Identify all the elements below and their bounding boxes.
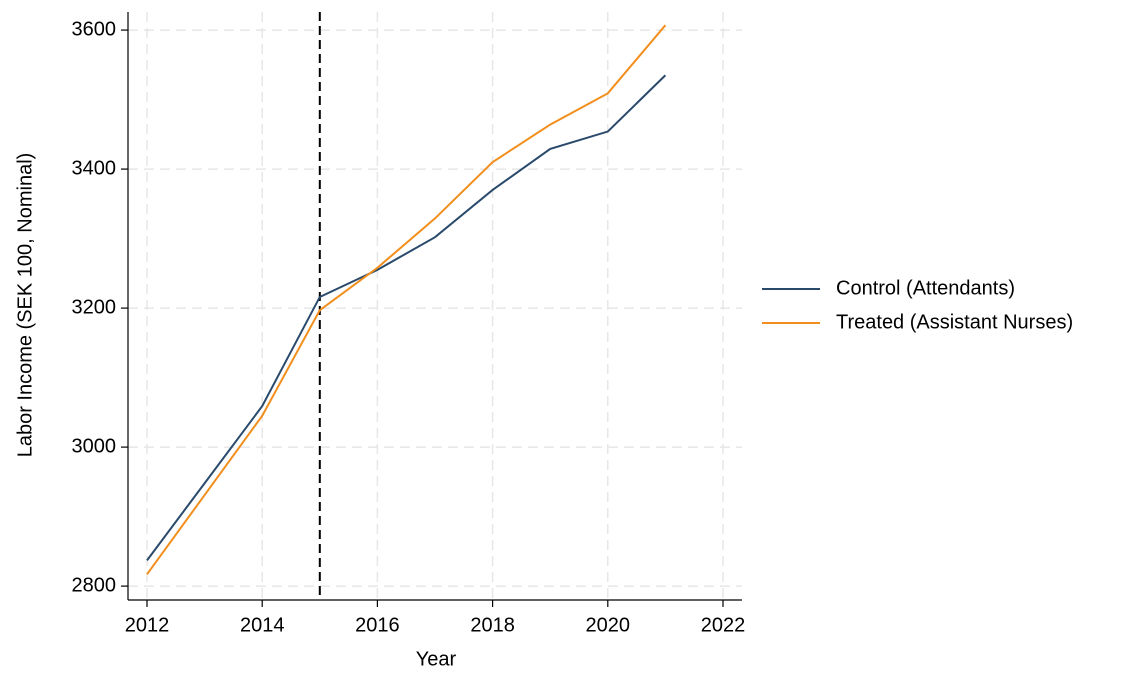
legend-label: Control (Attendants): [836, 277, 1015, 299]
y-tick-label: 3200: [72, 296, 117, 318]
y-tick-label: 3600: [72, 18, 117, 40]
x-tick-label: 2018: [470, 614, 515, 636]
y-tick-label: 3000: [72, 435, 117, 457]
y-tick-label: 2800: [72, 574, 117, 596]
x-axis-label: Year: [416, 648, 457, 670]
legend-label: Treated (Assistant Nurses): [836, 311, 1073, 333]
x-tick-label: 2022: [701, 614, 746, 636]
line-series: [146, 74, 667, 561]
y-axis-label: Labor Income (SEK 100, Nominal): [14, 153, 36, 458]
y-tick-label: 3400: [72, 157, 117, 179]
x-tick-label: 2020: [586, 614, 631, 636]
x-tick-label: 2014: [240, 614, 285, 636]
x-tick-label: 2016: [355, 614, 400, 636]
x-tick-label: 2012: [125, 614, 170, 636]
line-series: [146, 24, 667, 575]
